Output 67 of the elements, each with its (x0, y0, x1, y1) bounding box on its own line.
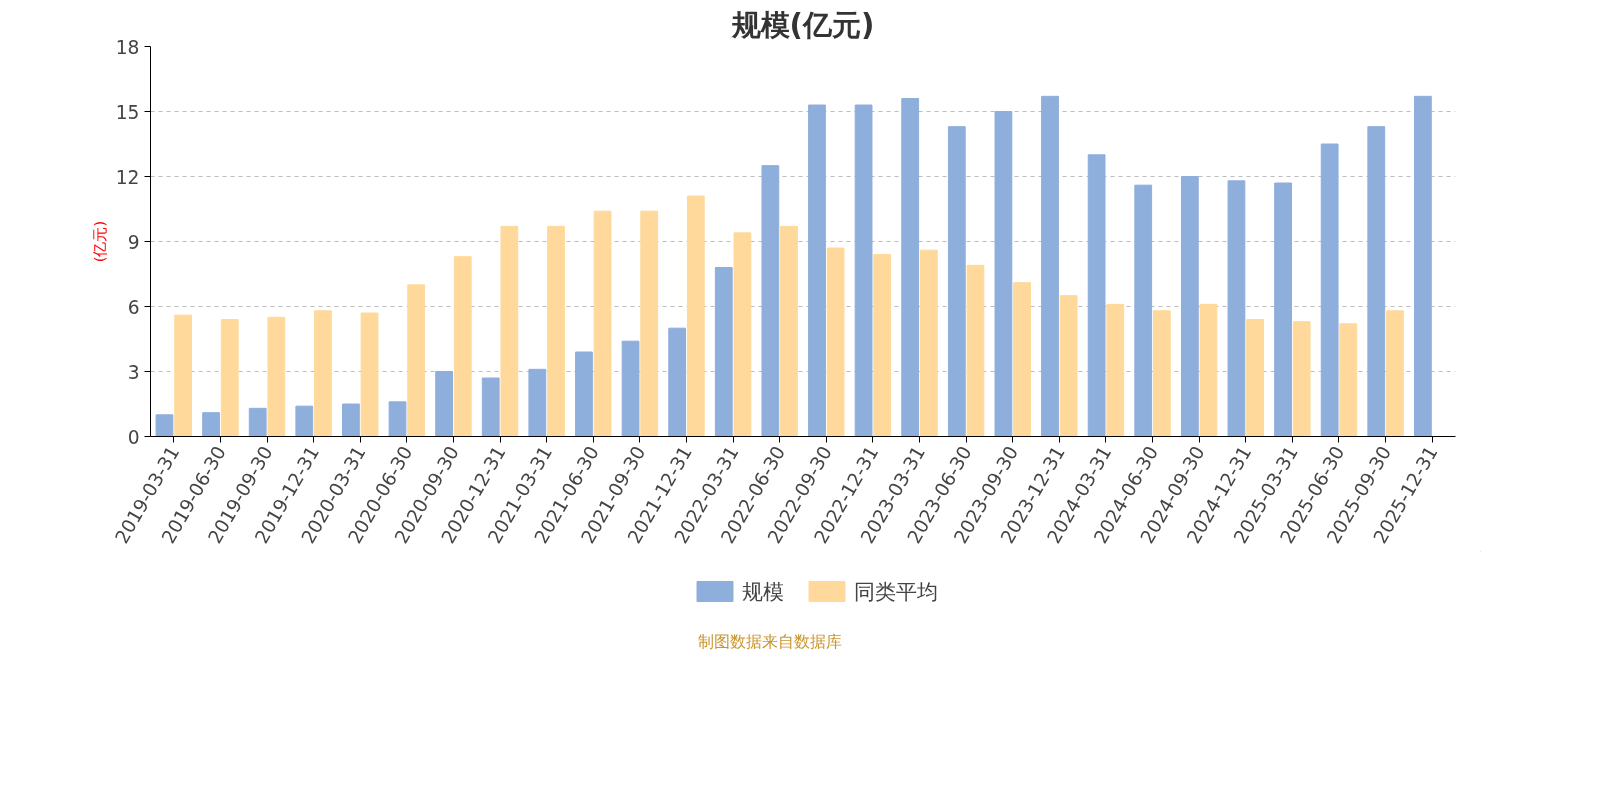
bar (640, 210, 659, 437)
bar (1059, 295, 1078, 437)
bar (314, 310, 332, 437)
y-tick-label: 9 (127, 231, 140, 253)
bar (919, 249, 938, 437)
bar (1274, 182, 1292, 437)
bar (1413, 95, 1432, 437)
bar (1339, 323, 1358, 437)
bar (1246, 319, 1264, 437)
bar (342, 403, 360, 437)
bar (220, 319, 239, 437)
bar (966, 264, 985, 437)
bar (295, 405, 314, 437)
bar (1041, 95, 1059, 437)
bar (481, 377, 500, 437)
bar (1013, 282, 1031, 437)
bar (267, 316, 286, 437)
y-tick-label: 18 (115, 36, 140, 58)
bar (733, 232, 752, 437)
bar (761, 165, 780, 437)
bar (360, 312, 379, 437)
bar (901, 98, 920, 437)
y-tick-label: 6 (127, 296, 140, 318)
bar (780, 225, 798, 437)
y-tick-label: 15 (115, 101, 140, 123)
bar (1199, 303, 1218, 437)
bar (453, 256, 472, 437)
bar (1367, 126, 1386, 437)
bar (947, 126, 966, 437)
bar (1134, 184, 1153, 437)
y-tick-label: 12 (115, 166, 140, 188)
bar (808, 104, 826, 437)
y-axis-title: (亿元) (90, 220, 108, 263)
bar (248, 407, 267, 437)
text: 制图数据来自数据库 (698, 631, 842, 653)
bar (714, 267, 733, 437)
bar (1386, 310, 1404, 437)
bar (407, 284, 426, 437)
bar (621, 340, 640, 437)
bar (500, 225, 519, 437)
bar (1087, 154, 1106, 437)
bar (826, 247, 845, 437)
bar (1106, 303, 1125, 437)
bar (547, 225, 565, 437)
bar (388, 401, 407, 437)
bar (528, 368, 547, 437)
legend-label: 规模 (742, 577, 784, 606)
bar (1180, 176, 1199, 437)
bar (854, 104, 873, 437)
bar (174, 314, 193, 437)
bar (575, 351, 593, 437)
y-tick-label: 3 (127, 361, 140, 383)
bar (202, 412, 220, 437)
bar (1227, 180, 1246, 437)
chart-title: 规模(亿元) (730, 7, 875, 42)
bar (873, 254, 892, 437)
bar (1152, 310, 1171, 437)
bar (435, 371, 454, 437)
y-tick-label: 0 (127, 426, 140, 448)
bar (593, 210, 612, 437)
bar (1292, 321, 1311, 437)
bar (155, 414, 174, 437)
bar (1320, 143, 1339, 437)
legend-label: 同类平均 (854, 577, 938, 606)
bar (994, 111, 1013, 437)
bar (686, 195, 705, 437)
bar (668, 327, 687, 437)
